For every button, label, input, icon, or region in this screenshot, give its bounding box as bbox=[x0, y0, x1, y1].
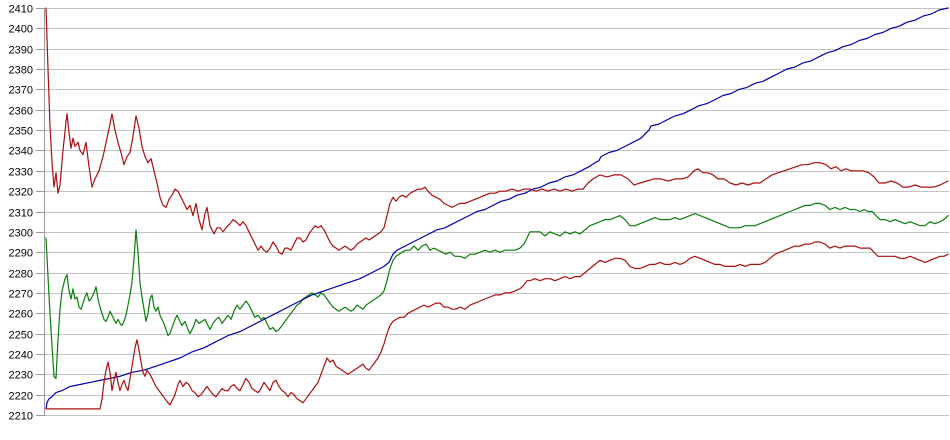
series-blue-trend-line bbox=[45, 7, 949, 410]
y-axis-label: 2300 bbox=[9, 228, 33, 240]
y-axis-label: 2240 bbox=[9, 350, 33, 362]
series-middle-green-line bbox=[45, 202, 949, 379]
y-axis-label: 2350 bbox=[9, 126, 33, 138]
y-axis-label: 2220 bbox=[9, 391, 33, 403]
y-axis-label: 2320 bbox=[9, 187, 33, 199]
y-axis-label: 2260 bbox=[9, 309, 33, 321]
y-axis-label: 2380 bbox=[9, 65, 33, 77]
y-axis-label: 2360 bbox=[9, 106, 33, 118]
y-axis-label: 2400 bbox=[9, 24, 33, 36]
y-axis-label: 2250 bbox=[9, 330, 33, 342]
y-axis-label: 2270 bbox=[9, 289, 33, 301]
y-axis-label: 2390 bbox=[9, 45, 33, 57]
y-axis-label: 2280 bbox=[9, 269, 33, 281]
y-axis-label: 2230 bbox=[9, 370, 33, 382]
y-axis-label: 2340 bbox=[9, 146, 33, 158]
y-axis-label: 2410 bbox=[9, 4, 33, 16]
y-axis-label: 2370 bbox=[9, 85, 33, 97]
y-axis-label: 2330 bbox=[9, 167, 33, 179]
y-axis-label: 2210 bbox=[9, 411, 33, 423]
y-axis-label: 2310 bbox=[9, 208, 33, 220]
y-axis-label: 2290 bbox=[9, 248, 33, 260]
series-lower-red-band bbox=[45, 241, 949, 410]
series-upper-red-band bbox=[45, 7, 949, 255]
